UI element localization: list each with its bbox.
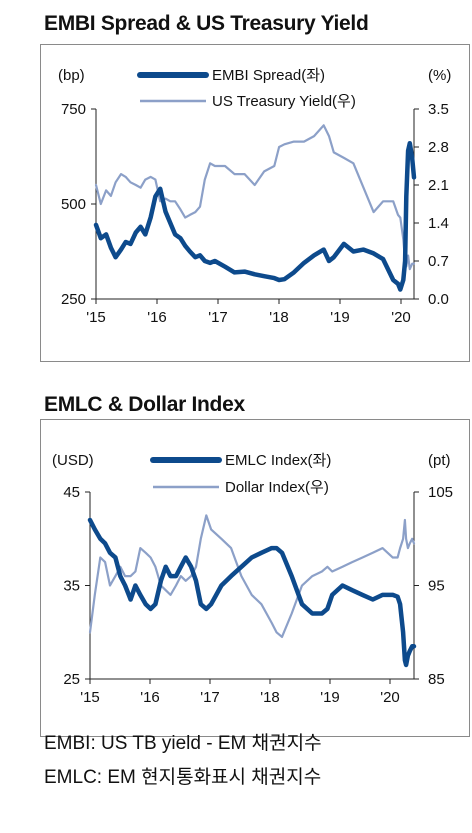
x-tick-label: '15: [80, 689, 100, 706]
right-unit-label: (pt): [428, 452, 451, 469]
x-tick-label: '17: [208, 309, 228, 326]
footnote-embi: EMBI: US TB yield - EM 채권지수: [44, 733, 322, 754]
x-tick-label: '16: [140, 689, 160, 706]
chart-1-panel: [40, 44, 470, 362]
series-line-secondary: [88, 514, 416, 639]
legend-label-secondary: Dollar Index(우): [225, 479, 329, 496]
left-unit-label: (USD): [52, 452, 94, 469]
chart-2-panel: [40, 419, 470, 737]
left-tick-label: 250: [61, 291, 86, 308]
legend-label-primary: EMLC Index(좌): [225, 452, 331, 469]
right-unit-label: (%): [428, 67, 451, 84]
right-tick-label: 0.7: [428, 253, 449, 270]
series-line-primary: [87, 517, 417, 668]
x-tick-label: '19: [330, 309, 350, 326]
left-tick-label: 25: [63, 671, 80, 688]
right-tick-label: 85: [428, 671, 445, 688]
chart-2-title: EMLC & Dollar Index: [44, 393, 245, 416]
x-tick-label: '19: [320, 689, 340, 706]
x-tick-label: '18: [269, 309, 289, 326]
x-tick-label: '20: [391, 309, 411, 326]
legend-label-secondary: US Treasury Yield(우): [212, 93, 356, 110]
series-line-primary: [93, 140, 417, 292]
left-tick-label: 750: [61, 101, 86, 118]
x-tick-label: '17: [200, 689, 220, 706]
right-tick-label: 1.4: [428, 215, 449, 232]
x-tick-label: '16: [147, 309, 167, 326]
chart-1-title: EMBI Spread & US Treasury Yield: [44, 12, 369, 35]
right-tick-label: 2.8: [428, 139, 449, 156]
series-line-secondary: [94, 124, 416, 271]
x-tick-label: '20: [380, 689, 400, 706]
right-tick-label: 2.1: [428, 177, 449, 194]
legend-label-primary: EMBI Spread(좌): [212, 67, 325, 84]
x-tick-label: '18: [260, 689, 280, 706]
right-tick-label: 0.0: [428, 291, 449, 308]
x-tick-label: '15: [86, 309, 106, 326]
right-tick-label: 105: [428, 484, 453, 501]
left-tick-label: 35: [63, 578, 80, 595]
right-tick-label: 3.5: [428, 101, 449, 118]
left-tick-label: 500: [61, 196, 86, 213]
left-tick-label: 45: [63, 484, 80, 501]
right-tick-label: 95: [428, 578, 445, 595]
left-unit-label: (bp): [58, 67, 85, 84]
footnote-emlc: EMLC: EM 현지통화표시 채권지수: [44, 767, 322, 788]
